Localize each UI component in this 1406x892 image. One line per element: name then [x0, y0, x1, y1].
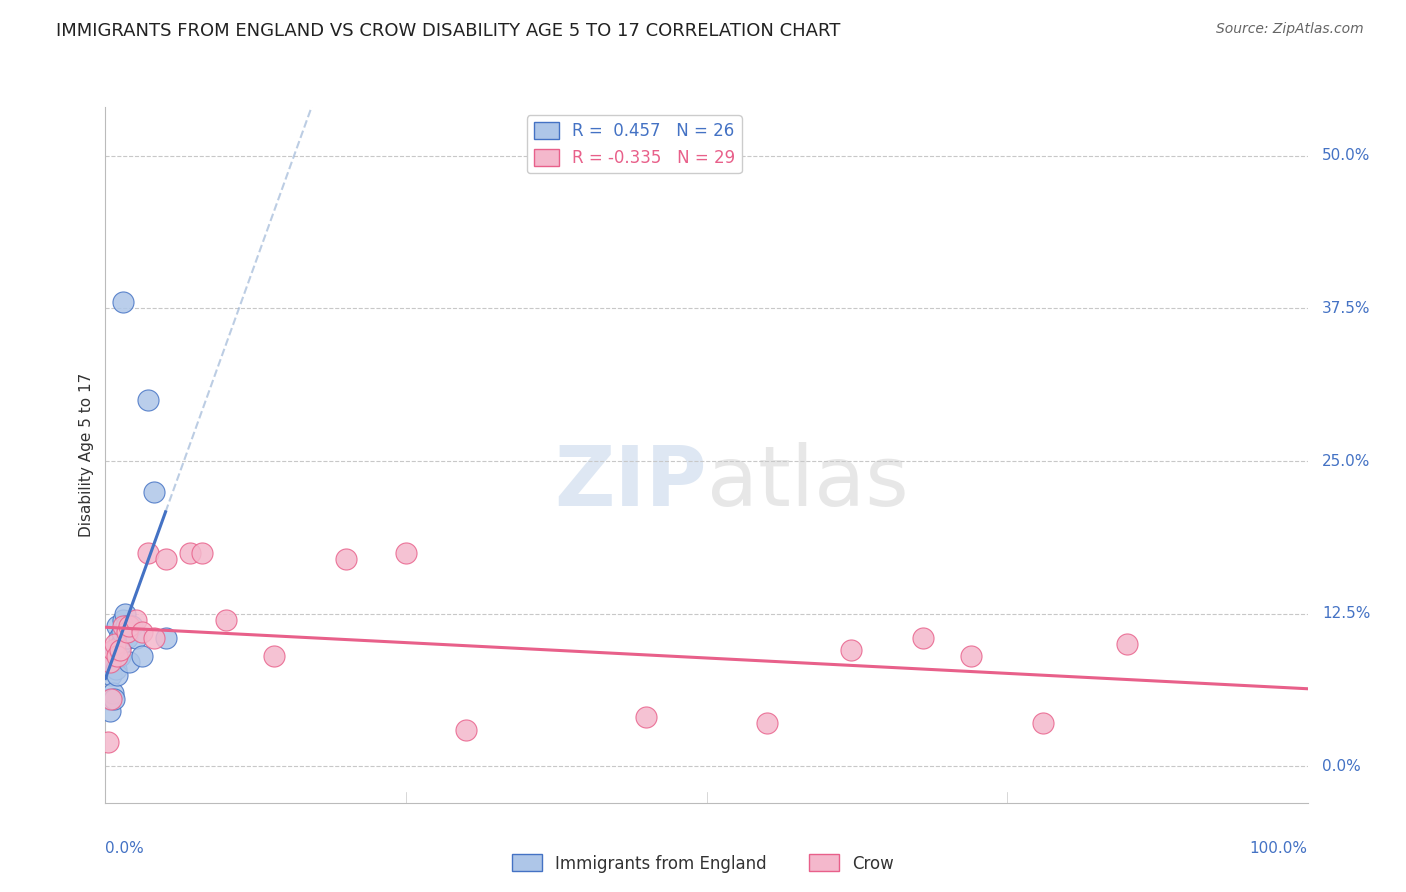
Point	[112, 613, 135, 627]
Text: 12.5%: 12.5%	[1322, 606, 1371, 621]
Point	[107, 667, 129, 681]
Text: 100.0%: 100.0%	[1250, 841, 1308, 856]
Point	[103, 692, 125, 706]
Point	[112, 295, 135, 310]
Point	[112, 619, 135, 633]
Point	[101, 686, 124, 700]
Point	[263, 649, 285, 664]
Point	[118, 656, 141, 670]
Text: 37.5%: 37.5%	[1322, 301, 1371, 316]
Point	[839, 643, 862, 657]
Text: 0.0%: 0.0%	[1322, 759, 1361, 773]
Point	[98, 656, 121, 670]
Point	[124, 613, 146, 627]
Text: atlas: atlas	[707, 442, 908, 524]
Point	[1116, 637, 1139, 651]
Point	[107, 631, 129, 645]
Point	[115, 624, 138, 639]
Point	[755, 716, 778, 731]
Point	[214, 613, 236, 627]
Text: IMMIGRANTS FROM ENGLAND VS CROW DISABILITY AGE 5 TO 17 CORRELATION CHART: IMMIGRANTS FROM ENGLAND VS CROW DISABILI…	[56, 22, 841, 40]
Point	[1032, 716, 1054, 731]
Point	[115, 619, 138, 633]
Point	[190, 545, 212, 559]
Point	[142, 631, 165, 645]
Point	[104, 637, 127, 651]
Point	[335, 551, 357, 566]
Text: 25.0%: 25.0%	[1322, 453, 1371, 468]
Point	[107, 619, 129, 633]
Point	[101, 643, 124, 657]
Point	[124, 631, 146, 645]
Point	[136, 545, 159, 559]
Point	[636, 710, 658, 724]
Point	[131, 624, 153, 639]
Point	[454, 723, 477, 737]
Point	[179, 545, 201, 559]
Point	[114, 607, 136, 621]
Y-axis label: Disability Age 5 to 17: Disability Age 5 to 17	[79, 373, 94, 537]
Point	[108, 643, 131, 657]
Point	[100, 692, 122, 706]
Point	[104, 643, 127, 657]
Point	[108, 649, 131, 664]
Legend: R =  0.457   N = 26, R = -0.335   N = 29: R = 0.457 N = 26, R = -0.335 N = 29	[527, 115, 742, 173]
Point	[115, 631, 138, 645]
Text: 50.0%: 50.0%	[1322, 148, 1371, 163]
Point	[121, 619, 143, 633]
Text: ZIP: ZIP	[554, 442, 707, 524]
Point	[395, 545, 418, 559]
Point	[155, 551, 177, 566]
Point	[155, 631, 177, 645]
Point	[98, 692, 121, 706]
Point	[960, 649, 983, 664]
Point	[107, 649, 129, 664]
Point	[97, 735, 120, 749]
Text: Source: ZipAtlas.com: Source: ZipAtlas.com	[1216, 22, 1364, 37]
Text: 0.0%: 0.0%	[105, 841, 145, 856]
Point	[105, 661, 128, 675]
Point	[118, 619, 141, 633]
Point	[142, 484, 165, 499]
Point	[100, 667, 122, 681]
Point	[131, 649, 153, 664]
Point	[98, 704, 121, 718]
Point	[111, 624, 134, 639]
Legend: Immigrants from England, Crow: Immigrants from England, Crow	[506, 847, 900, 880]
Point	[110, 637, 132, 651]
Point	[911, 631, 934, 645]
Point	[136, 392, 159, 407]
Point	[100, 656, 122, 670]
